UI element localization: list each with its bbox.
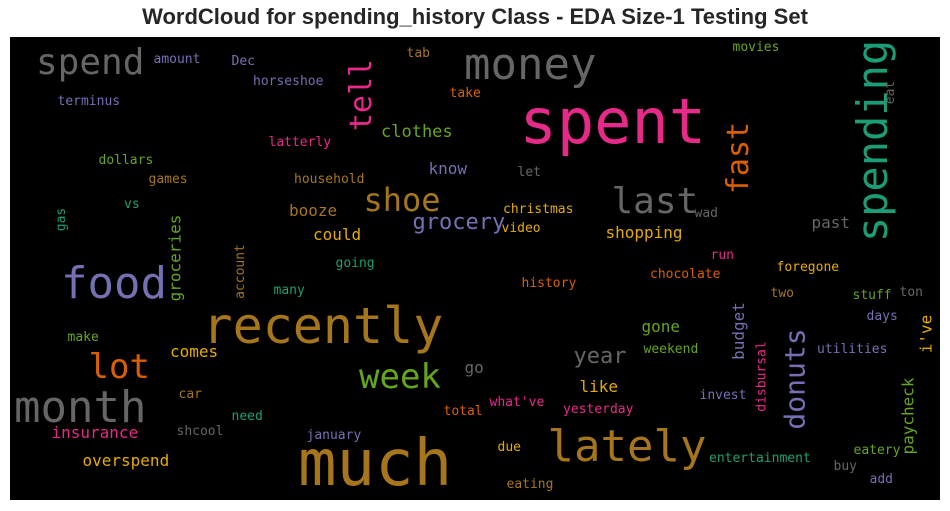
wordcloud-word-let: let (517, 164, 541, 180)
wordcloud-word-past: past (811, 213, 851, 232)
wordcloud-word-make: make (67, 329, 99, 345)
wordcloud-word-gone: gone (641, 317, 681, 336)
wordcloud-word-spending: spending (848, 39, 898, 243)
wordcloud-word-clothes: clothes (381, 121, 453, 142)
wordcloud-word-yesterday: yesterday (563, 401, 634, 417)
wordcloud-word-tab: tab (406, 45, 430, 61)
wordcloud-word-stuff: stuff (852, 287, 892, 303)
wordcloud-word-grocery: grocery (412, 210, 506, 235)
wordcloud-word-games: games (148, 171, 188, 187)
wordcloud-word-need: need (231, 408, 263, 424)
wordcloud-word-dec: Dec (231, 53, 255, 69)
wordcloud-word-ton: ton (899, 284, 923, 300)
chart-title: WordCloud for spending_history Class - E… (142, 4, 808, 29)
wordcloud-word-household: household (294, 171, 365, 187)
wordcloud-word-gas: gas (53, 207, 69, 231)
wordcloud-word-know: know (428, 159, 468, 178)
wordcloud-word-fast: fast (721, 121, 757, 195)
wordcloud-word-spend: spend (36, 42, 145, 83)
wordcloud-word-christmas: christmas (503, 201, 574, 217)
wordcloud-word-terminus: terminus (57, 93, 121, 109)
wordcloud-word-lot: lot (88, 347, 150, 387)
wordcloud-word-utilities: utilities (817, 341, 888, 357)
wordcloud-word-booze: booze (289, 201, 338, 220)
wordcloud-word-spent: spent (519, 85, 707, 158)
wordcloud-word-january: january (306, 427, 362, 443)
wordcloud-word-dollars: dollars (98, 152, 154, 168)
wordcloud-word-due: due (497, 439, 521, 455)
wordcloud-word-money: money (464, 39, 597, 90)
wordcloud-word-comes: comes (170, 342, 219, 361)
wordcloud-word-month: month (14, 382, 147, 433)
wordcloud-word-add: add (869, 471, 893, 487)
wordcloud-word-movies: movies (732, 39, 780, 55)
wordcloud-word-many: many (273, 282, 305, 298)
wordcloud-word-vs: vs (124, 196, 140, 212)
wordcloud-word-week: week (359, 357, 441, 397)
wordcloud-canvas: spent much recently money lately spending food… (10, 37, 940, 500)
wordcloud-word-year: year (573, 344, 627, 369)
wordcloud-word-wad: wad (694, 205, 718, 221)
wordcloud-word-food: food (61, 258, 167, 309)
wordcloud-word-video: video (501, 220, 541, 236)
wordcloud-word-run: run (710, 247, 734, 263)
wordcloud-word-days: days (866, 308, 898, 324)
wordcloud-word-buy: buy (833, 458, 857, 474)
wordcloud-word-paycheck: paycheck (898, 377, 918, 455)
wordcloud-word-ive: i've (915, 314, 935, 354)
wordcloud-word-two: two (770, 285, 794, 301)
wordcloud-word-take: take (449, 85, 481, 101)
wordcloud-word-tell: tell (344, 58, 380, 132)
wordcloud-word-go: go (464, 358, 484, 377)
wordcloud-word-invest: invest (699, 387, 747, 403)
wordcloud-word-shoe: shoe (363, 181, 441, 219)
wordcloud-word-donuts: donuts (778, 328, 812, 430)
wordcloud-word-latterly: latterly (268, 134, 332, 150)
wordcloud-word-entertainment: entertainment (709, 450, 811, 466)
wordcloud-word-horseshoe: horseshoe (253, 73, 324, 89)
wordcloud-word-last: last (611, 181, 699, 222)
wordcloud-word-overspend: overspend (82, 451, 170, 470)
wordcloud-word-insurance: insurance (51, 423, 139, 442)
wordcloud-word-shcool: shcool (176, 423, 224, 439)
wordcloud-word-eat: eat (882, 80, 898, 104)
wordcloud-word-recently: recently (202, 297, 444, 355)
wordcloud-word-amount: amount (153, 51, 201, 67)
wordcloud-word-foregone: foregone (776, 259, 840, 275)
wordcloud-word-like: like (579, 377, 619, 396)
wordcloud-word-budget: budget (728, 302, 748, 360)
wordcloud-word-history: history (521, 275, 577, 291)
wordcloud-word-going: going (335, 255, 375, 271)
wordcloud-word-chocolate: chocolate (650, 266, 721, 282)
wordcloud-word-car: car (178, 386, 202, 402)
wordcloud-word-disbursal: disbursal (754, 340, 770, 412)
wordcloud-word-whatve: what've (489, 394, 545, 410)
wordcloud-word-could: could (313, 225, 362, 244)
wordcloud-word-lately: lately (547, 421, 707, 472)
wordcloud-word-groceries: groceries (164, 214, 184, 302)
wordcloud-word-eating: eating (506, 476, 554, 492)
wordcloud-word-total: total (443, 403, 483, 419)
wordcloud-word-weekend: weekend (643, 341, 699, 357)
wordcloud-word-account: account (232, 243, 248, 299)
wordcloud-word-eatery: eatery (853, 442, 901, 458)
wordcloud-word-much: much (298, 427, 453, 500)
wordcloud-word-shopping: shopping (605, 223, 683, 242)
